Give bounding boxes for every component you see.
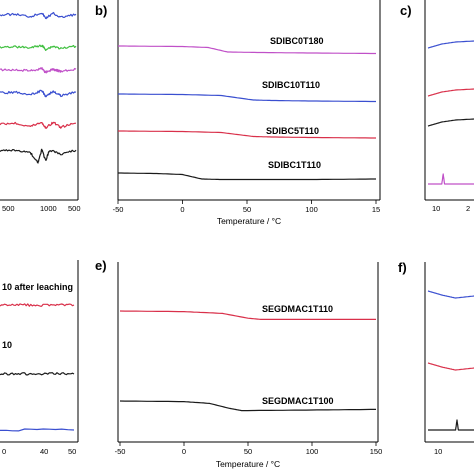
panel-b-x-axis-title: Temperature / °C bbox=[217, 216, 281, 226]
panel-b-label: b) bbox=[95, 3, 107, 18]
panel-b-series-label-3: SDIBC1T110 bbox=[268, 160, 321, 170]
panel-a-series-4-line bbox=[0, 121, 77, 129]
panel-d-curves bbox=[0, 303, 75, 432]
panel-e-series-1-line bbox=[119, 400, 376, 412]
panel-a-series-3-line bbox=[0, 89, 77, 98]
panel-b-x-tick-label-0: -50 bbox=[113, 205, 124, 214]
panel-b-series-2-line bbox=[118, 130, 376, 139]
panel-b-x-tick-label-4: 15 bbox=[372, 205, 380, 214]
panel-a-x-tick-1: 1000 bbox=[40, 204, 57, 213]
panel-b-series-label-1: SDIBC10T110 bbox=[262, 80, 320, 90]
panel-c-label: c) bbox=[400, 3, 412, 18]
panel-a-series-5-line bbox=[0, 148, 77, 164]
panel-f-label: f) bbox=[398, 260, 407, 275]
panel-c-x-tick-0: 10 bbox=[432, 204, 440, 213]
panel-e-x-tick-label-0: -50 bbox=[115, 447, 126, 456]
panel-e-x-axis-title: Temperature / °C bbox=[216, 459, 280, 469]
panel-b-series-3-line bbox=[118, 172, 376, 181]
panel-d-series-0-line bbox=[0, 303, 75, 307]
panel-a: 500 1000 500 bbox=[0, 0, 81, 213]
panel-b-series-0-line bbox=[118, 45, 376, 55]
panel-d-x-tick-1: 40 bbox=[40, 447, 48, 456]
panel-f: f) 10 bbox=[398, 260, 474, 456]
panel-e-curves bbox=[119, 310, 376, 412]
panel-b-series-label-2: SDIBC5T110 bbox=[266, 126, 319, 136]
panel-d-series-2-line bbox=[0, 428, 75, 432]
panel-d: 10 after leaching 10 0 40 50 bbox=[0, 260, 79, 456]
panel-f-series-1-line bbox=[427, 362, 474, 371]
panel-b-curves bbox=[118, 45, 376, 181]
panel-e-series-label-1: SEGDMAC1T100 bbox=[262, 396, 334, 406]
panel-b: b) -50 0 50 100 15 SDIBC0T180 SDIBC10T110 SD… bbox=[95, 0, 381, 226]
panel-e-label: e) bbox=[95, 258, 107, 273]
panel-c-series-0-line bbox=[427, 40, 474, 49]
panel-f-curves bbox=[427, 290, 474, 431]
panel-c-series-2-line bbox=[427, 118, 474, 127]
panel-a-x-tick-2: 500 bbox=[68, 204, 81, 213]
panel-c-series-3-line bbox=[428, 173, 474, 185]
panel-c: c) 10 2 bbox=[400, 0, 474, 213]
panel-d-series-1-line bbox=[0, 372, 75, 376]
panel-c-curves bbox=[427, 40, 474, 185]
panel-a-series-0-line bbox=[0, 11, 77, 20]
panel-b-series-label-0: SDIBC0T180 bbox=[270, 36, 324, 46]
panel-c-series-1-line bbox=[427, 88, 474, 97]
panel-a-series-1-line bbox=[0, 44, 77, 51]
panel-a-x-tick-0: 500 bbox=[2, 204, 15, 213]
panel-e-x-tick-label-3: 100 bbox=[306, 447, 319, 456]
panel-b-x-tick-label-3: 100 bbox=[305, 205, 318, 214]
panel-a-curves bbox=[0, 11, 77, 164]
panel-d-series-label-1: 10 bbox=[2, 340, 12, 350]
panel-b-x-tick-label-1: 0 bbox=[180, 205, 184, 214]
panel-e-x-tick-label-1: 0 bbox=[182, 447, 186, 456]
panel-e-series-label-0: SEGDMAC1T110 bbox=[262, 304, 333, 314]
panel-e-series-0-line bbox=[119, 310, 376, 320]
panel-b-ticks: -50 0 50 100 15 bbox=[113, 200, 380, 214]
panel-d-x-tick-2: 50 bbox=[68, 447, 76, 456]
panel-f-x-tick-0: 10 bbox=[434, 447, 442, 456]
panel-f-series-2-line bbox=[428, 419, 474, 431]
panel-a-series-2-line bbox=[0, 67, 77, 74]
panel-d-x-tick-0: 0 bbox=[2, 447, 6, 456]
panel-b-x-tick-label-2: 50 bbox=[243, 205, 251, 214]
panel-b-series-1-line bbox=[118, 93, 376, 103]
panel-e-x-tick-label-2: 50 bbox=[244, 447, 252, 456]
panel-c-x-tick-1: 2 bbox=[466, 204, 470, 213]
panel-e-ticks: -50 0 50 100 150 bbox=[115, 442, 383, 456]
panel-d-series-label-0: 10 after leaching bbox=[2, 282, 73, 292]
panel-e-x-tick-label-4: 150 bbox=[370, 447, 383, 456]
panel-e: e) -50 0 50 100 150 SEGDMAC1T110 SEGDMAC1T10… bbox=[95, 258, 382, 469]
panel-f-series-0-line bbox=[427, 290, 474, 299]
